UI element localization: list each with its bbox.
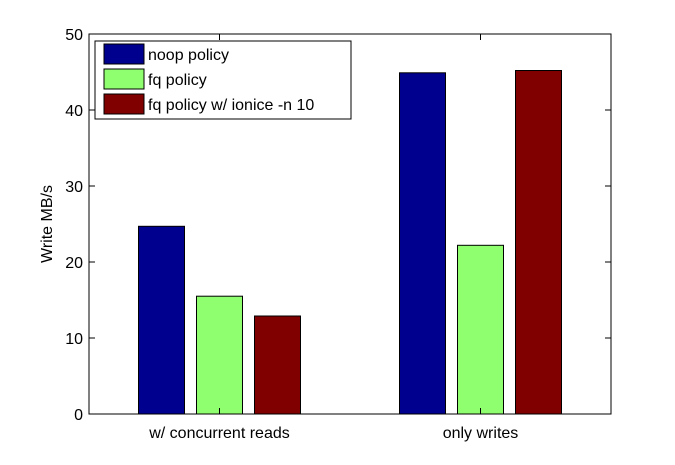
plot-frame — [88, 33, 612, 415]
y-tick-label: 50 — [65, 27, 83, 44]
x-tick-label: w/ concurrent reads — [148, 425, 290, 442]
y-tick-label: 40 — [65, 103, 83, 120]
bar — [515, 70, 562, 415]
legend-label: fq policy — [148, 72, 207, 89]
legend-swatch — [103, 93, 145, 115]
y-tick-label: 0 — [74, 407, 83, 424]
y-tick-label: 30 — [65, 179, 83, 196]
legend-label: noop policy — [148, 47, 229, 64]
y-axis-ticks: 0 10 20 30 40 50 — [65, 27, 611, 424]
bar — [399, 72, 446, 415]
x-tick-label: only writes — [443, 425, 519, 442]
bar — [457, 244, 504, 415]
y-tick-label: 20 — [65, 255, 83, 272]
bar — [254, 315, 301, 415]
bars-group — [138, 70, 562, 415]
x-axis-ticks: w/ concurrent reads only writes — [148, 34, 518, 442]
bar — [196, 295, 243, 415]
bar — [138, 225, 185, 415]
legend-swatch — [103, 43, 145, 65]
legend-label: fq policy w/ ionice -n 10 — [148, 97, 314, 114]
y-tick-label: 10 — [65, 331, 83, 348]
y-axis-label: Write MB/s — [39, 185, 56, 263]
legend-swatch — [103, 68, 145, 90]
legend: noop policy fq policy fq policy w/ ionice … — [94, 40, 352, 120]
